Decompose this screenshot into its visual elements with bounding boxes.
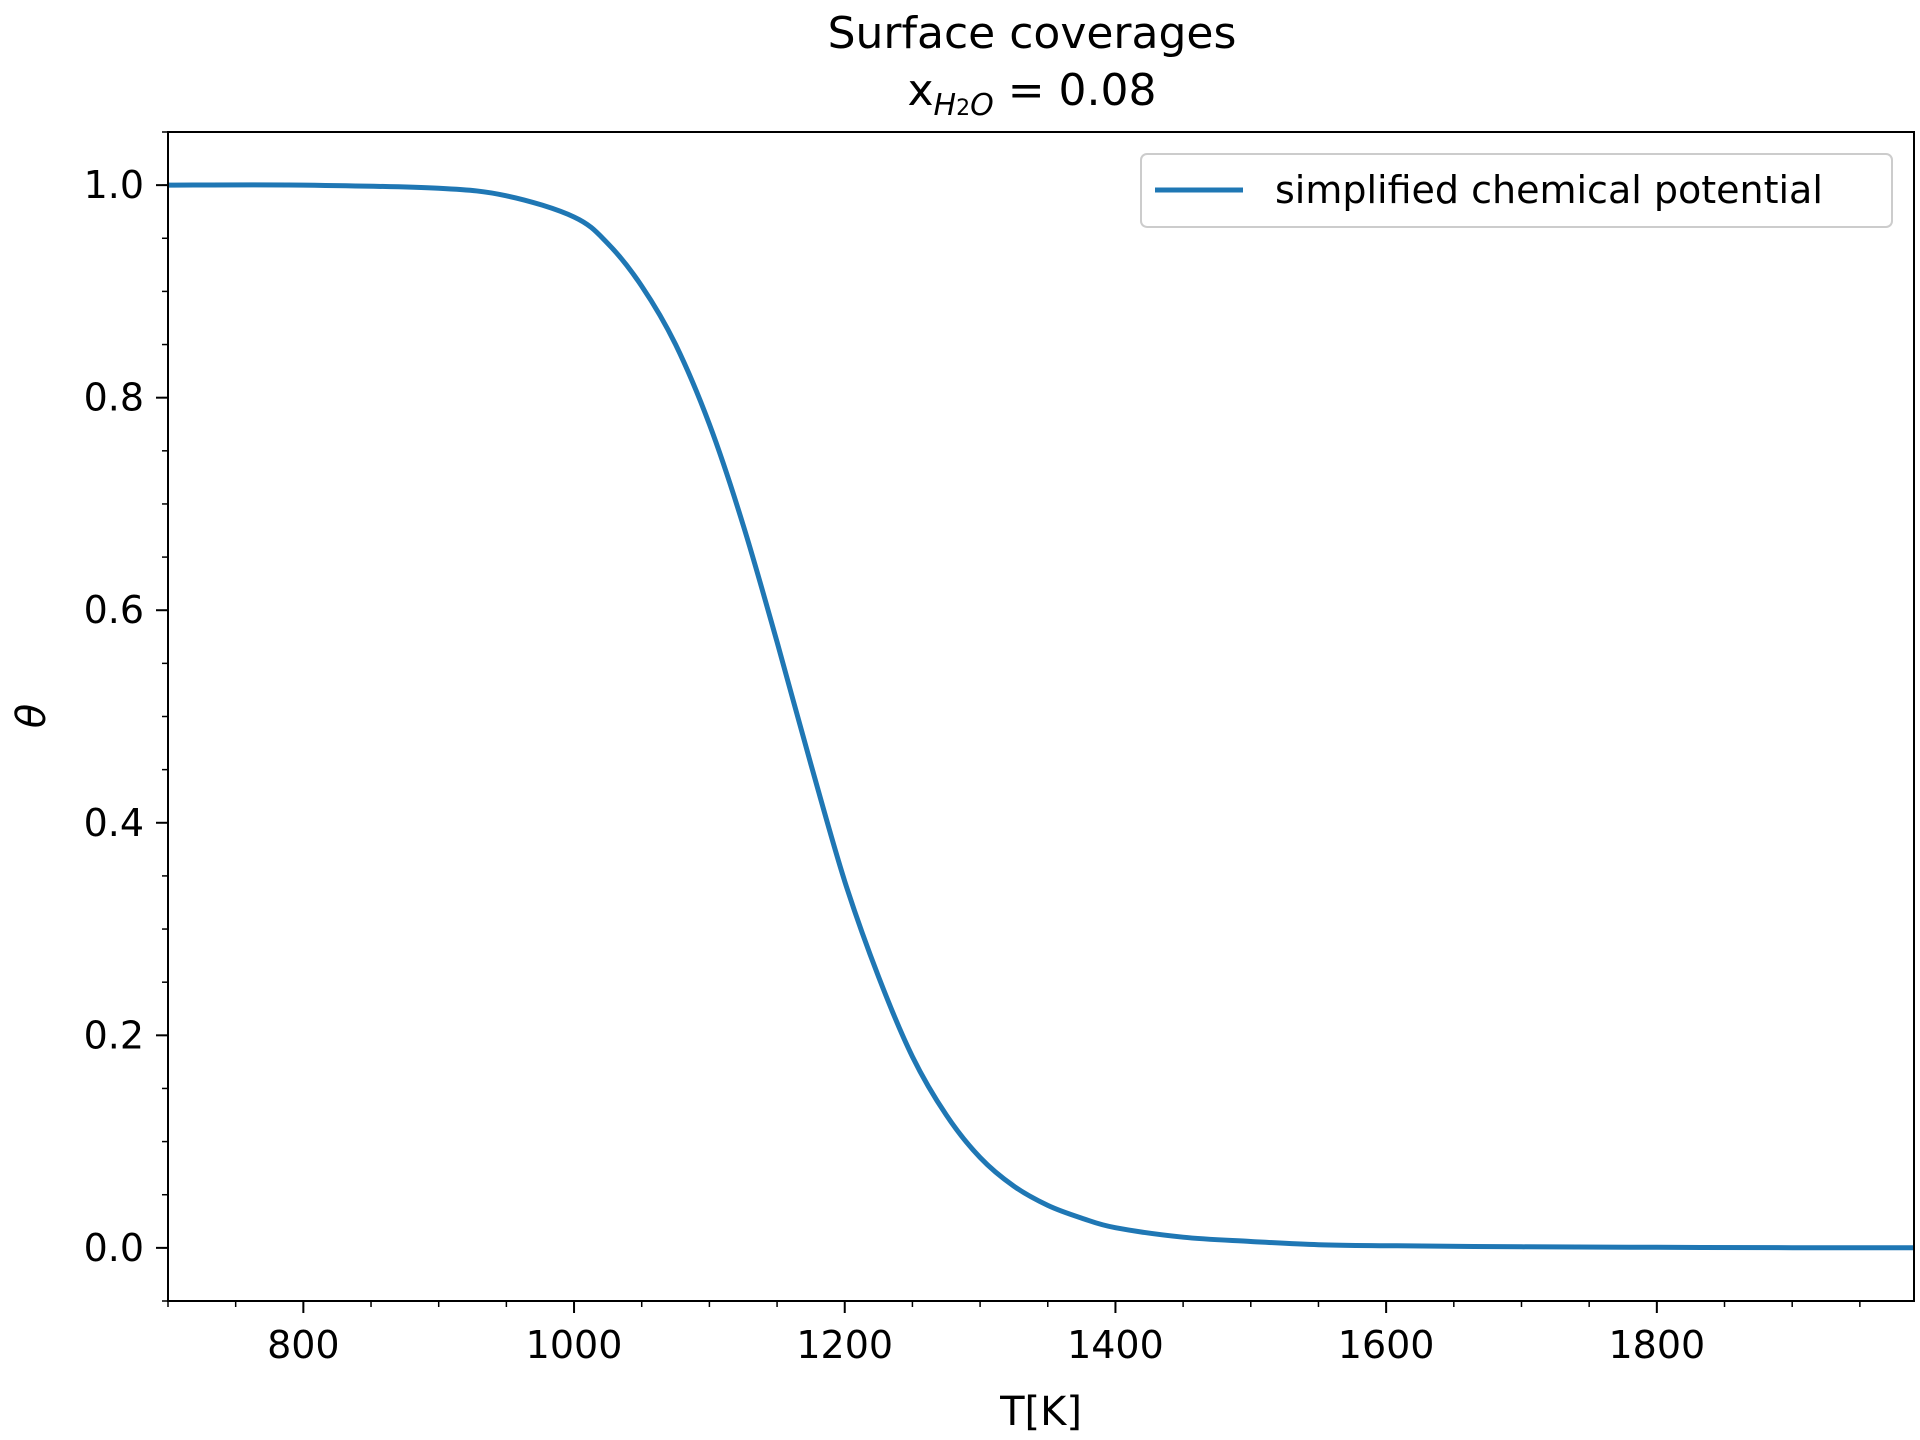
x-tick-label: 1600	[1338, 1323, 1435, 1367]
y-tick-label: 0.8	[84, 376, 144, 420]
y-axis: 0.0 0.2 0.4 0.6 0.8 1.0	[84, 131, 168, 1302]
legend-box	[1140, 153, 1893, 228]
chart-subtitle: xH2O = 0.08	[907, 65, 1156, 123]
x-tick-label: 1800	[1608, 1323, 1705, 1367]
y-tick-label: 0.0	[84, 1226, 144, 1270]
x-tick-label: 1400	[1067, 1323, 1164, 1367]
legend-label: simplified chemical potential	[1275, 168, 1823, 212]
y-tick-label: 0.4	[84, 801, 144, 845]
series-layer	[167, 182, 1915, 1251]
x-tick-label: 1000	[526, 1323, 623, 1367]
series-line	[167, 182, 1915, 1251]
y-tick-label: 0.6	[84, 588, 144, 632]
x-axis: 800 1000 1200 1400 1600 1800	[167, 1301, 1861, 1367]
legend: simplified chemical potential	[1140, 153, 1893, 228]
y-tick-label: 0.2	[84, 1013, 144, 1057]
y-axis-label: θ	[9, 704, 55, 728]
x-tick-label: 1200	[796, 1323, 893, 1367]
x-axis-label: T[K]	[999, 1389, 1082, 1435]
plot-background	[168, 132, 1914, 1301]
chart-title: Surface coverages	[828, 8, 1237, 59]
x-tick-label: 800	[267, 1323, 340, 1367]
y-tick-label: 1.0	[84, 163, 144, 207]
plot-frame	[167, 131, 1915, 1302]
plot-area	[168, 132, 1914, 1301]
